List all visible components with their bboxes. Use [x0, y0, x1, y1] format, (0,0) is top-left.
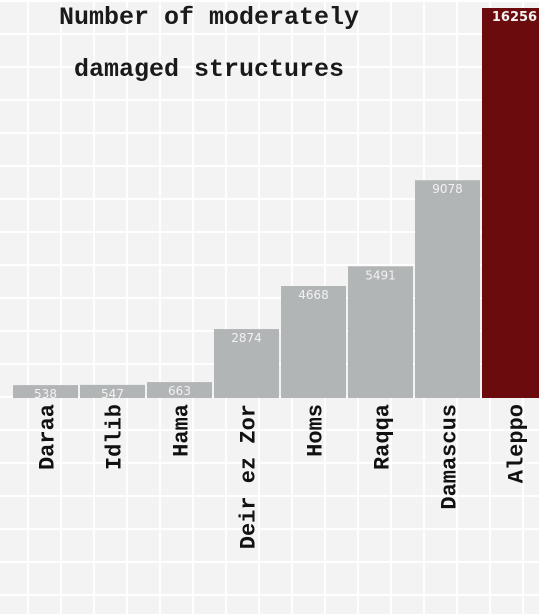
chart-title-line-1: Number of moderately	[58, 3, 360, 32]
bar-idlib	[80, 384, 145, 398]
value-label: 5491	[365, 268, 396, 282]
value-label: 16256	[492, 10, 537, 25]
category-label: Aleppo	[505, 404, 530, 483]
category-label: Homs	[304, 404, 329, 457]
chart-title-line-2: damaged structures	[73, 55, 345, 84]
bar-raqqa	[348, 266, 413, 398]
category-label: Hama	[170, 404, 195, 457]
bar-homs	[281, 286, 346, 398]
bar-aleppo	[482, 8, 539, 398]
category-label: Daraa	[36, 404, 61, 470]
value-label: 538	[34, 387, 57, 401]
value-label: 2874	[231, 331, 262, 345]
category-label: Damascus	[438, 404, 463, 510]
category-label: Deir ez Zor	[237, 404, 262, 549]
value-label: 547	[101, 387, 124, 401]
category-label: Raqqa	[371, 404, 396, 470]
bar-hama	[147, 382, 212, 398]
category-label: Idlib	[103, 404, 128, 470]
value-label: 663	[168, 384, 191, 398]
value-label: 4668	[298, 288, 329, 302]
bar-daraa	[13, 385, 78, 398]
value-label: 9078	[432, 182, 463, 196]
bar-damascus	[415, 180, 480, 398]
bar-deir-ez-zor	[214, 329, 279, 398]
